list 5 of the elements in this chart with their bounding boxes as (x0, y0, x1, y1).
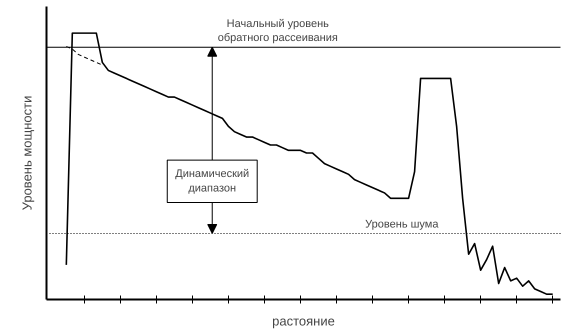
ref-line-label: Начальный уровень обратного рассеивания (218, 18, 338, 44)
ref-line-label: Уровень шума (365, 218, 440, 230)
x-axis-title: растояние (272, 314, 335, 328)
annotation: Динамический диапазон (175, 168, 250, 195)
y-axis-title: Уровень мощности (20, 96, 34, 210)
